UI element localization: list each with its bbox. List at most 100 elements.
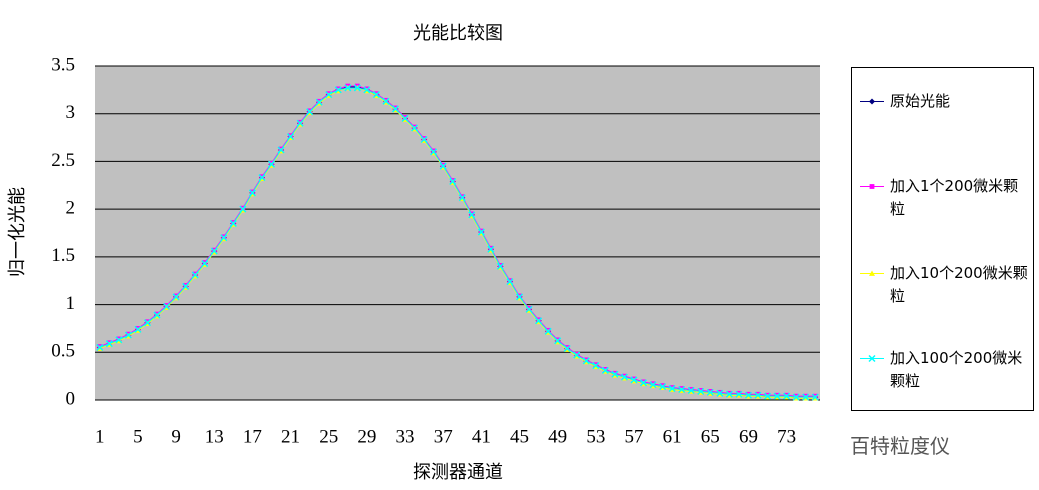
marker — [449, 177, 457, 185]
marker — [506, 278, 514, 286]
marker — [420, 135, 428, 144]
marker — [430, 148, 438, 156]
y-tick-label: 0 — [66, 388, 76, 409]
marker — [248, 189, 256, 197]
marker — [687, 386, 695, 394]
x-axis-label: 探测器通道 — [413, 462, 503, 483]
marker — [544, 327, 552, 335]
legend-label: 加入100个200微米颗粒 — [890, 349, 1023, 390]
marker — [792, 393, 800, 401]
legend-icon — [860, 354, 884, 363]
marker — [411, 124, 419, 132]
legend-icon — [860, 98, 884, 105]
x-tick-label: 73 — [777, 426, 796, 447]
marker — [487, 245, 495, 253]
marker — [573, 351, 581, 359]
marker — [334, 86, 342, 94]
x-tick-label: 21 — [281, 426, 300, 447]
marker — [802, 393, 810, 401]
legend-icon — [860, 184, 884, 189]
x-tick-label: 1 — [95, 426, 105, 447]
marker — [659, 383, 667, 391]
marker — [668, 385, 676, 393]
y-tick-label: 3.5 — [51, 54, 75, 75]
marker — [277, 146, 285, 154]
marker — [172, 293, 180, 301]
legend-label: 加入10个200微米颗粒 — [890, 264, 1028, 305]
marker — [143, 319, 151, 327]
marker — [210, 247, 218, 255]
legend-entry: 加入10个200微米颗粒 — [858, 262, 1030, 308]
x-tick-label: 57 — [624, 426, 643, 447]
marker — [630, 376, 638, 384]
x-tick-label: 25 — [319, 426, 338, 447]
marker — [869, 270, 875, 276]
watermark: 百特粒度仪 — [850, 434, 950, 458]
marker — [353, 84, 361, 92]
marker — [678, 385, 686, 394]
marker — [525, 305, 533, 313]
x-tick-label: 53 — [586, 426, 605, 447]
marker — [582, 357, 590, 365]
marker — [764, 392, 772, 400]
legend-entry: 加入100个200微米颗粒 — [858, 347, 1030, 393]
marker — [601, 366, 609, 374]
marker — [315, 98, 323, 106]
marker — [372, 91, 380, 99]
marker — [124, 331, 132, 339]
y-tick-label: 2 — [66, 198, 76, 219]
marker — [754, 391, 762, 399]
marker — [868, 354, 876, 363]
marker — [363, 86, 371, 94]
legend-icon — [860, 270, 884, 276]
x-tick-label: 37 — [434, 426, 453, 447]
marker — [229, 219, 237, 227]
marker — [220, 234, 228, 242]
x-tick-label: 61 — [663, 426, 682, 447]
marker — [306, 108, 314, 116]
marker — [706, 388, 714, 396]
marker — [725, 390, 733, 398]
marker — [515, 293, 524, 301]
marker — [258, 174, 266, 182]
marker — [620, 373, 628, 381]
chart-title: 光能比较图 — [413, 23, 503, 44]
y-axis-label: 归一化光能 — [7, 187, 28, 277]
marker — [554, 337, 562, 345]
marker — [96, 343, 104, 352]
marker — [611, 370, 619, 378]
x-tick-label: 69 — [739, 426, 758, 447]
marker — [296, 119, 304, 127]
marker — [869, 184, 875, 189]
marker — [869, 98, 875, 105]
marker — [191, 271, 199, 279]
legend-entry: 原始光能 — [858, 90, 1030, 113]
marker — [239, 205, 247, 213]
marker — [535, 317, 543, 325]
marker — [287, 133, 295, 141]
marker — [649, 381, 657, 389]
marker — [201, 260, 209, 268]
marker — [716, 389, 724, 397]
x-tick-label: 29 — [357, 426, 376, 447]
marker — [458, 194, 466, 202]
marker — [744, 391, 752, 399]
x-tick-label: 13 — [205, 426, 224, 447]
marker — [735, 390, 743, 398]
legend-label: 加入1个200微米颗粒 — [890, 177, 1019, 218]
marker — [592, 362, 600, 370]
y-tick-label: 1 — [66, 293, 76, 314]
marker — [811, 393, 819, 401]
marker — [134, 325, 142, 333]
marker — [267, 160, 276, 168]
marker — [563, 344, 571, 352]
marker — [325, 91, 333, 99]
y-tick-label: 3 — [66, 102, 76, 123]
marker — [468, 211, 476, 219]
y-tick-label: 0.5 — [51, 341, 75, 362]
y-tick-label: 2.5 — [51, 150, 75, 171]
x-tick-label: 45 — [510, 426, 529, 447]
marker — [639, 379, 648, 387]
